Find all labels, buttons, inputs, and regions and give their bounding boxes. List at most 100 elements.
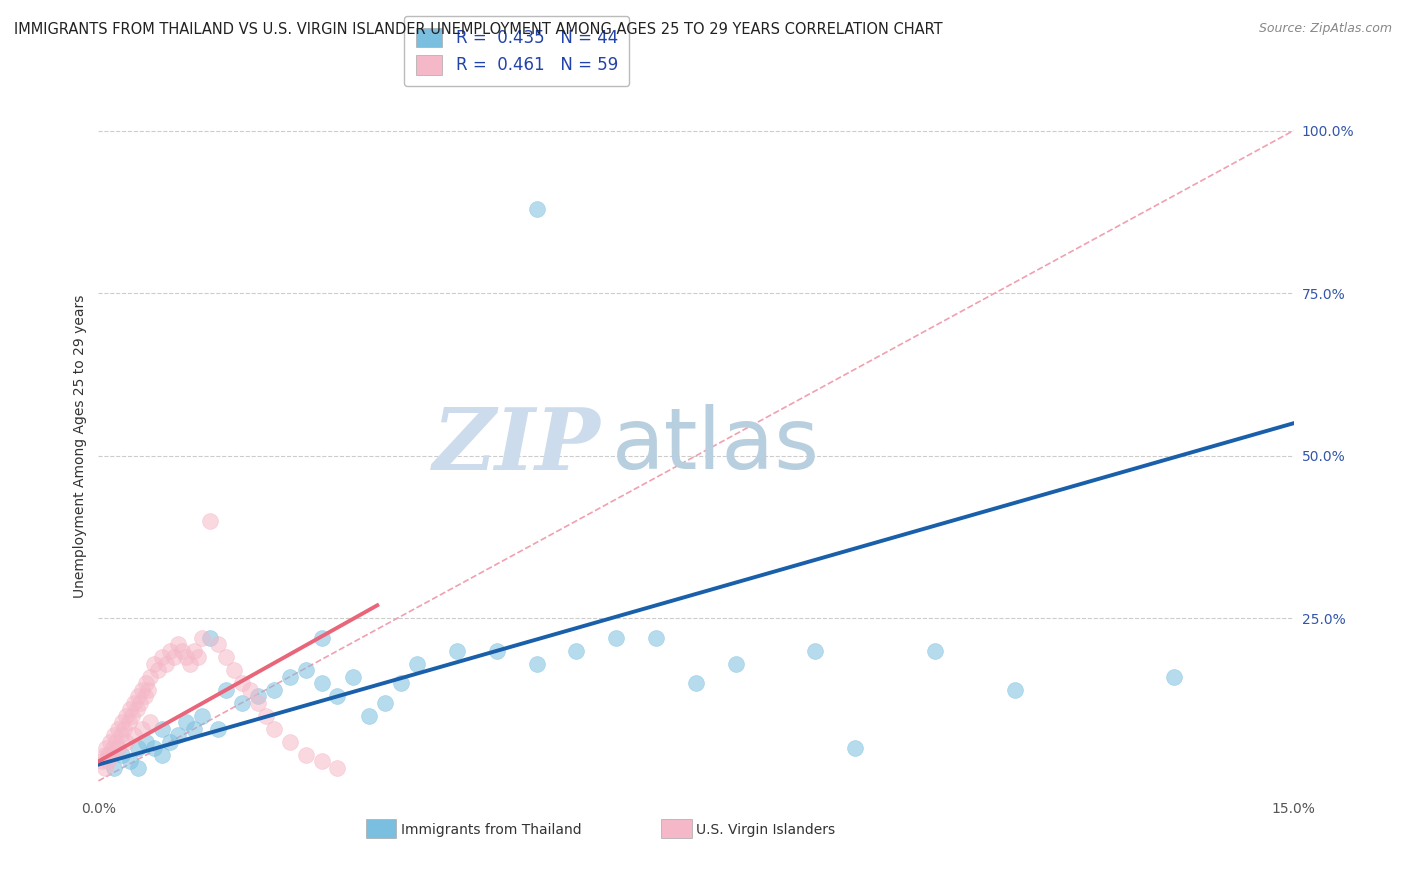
Point <box>118 715 141 730</box>
Point <box>685 676 707 690</box>
Point <box>103 728 125 742</box>
Point <box>94 761 117 775</box>
Point <box>143 657 166 671</box>
Point <box>121 709 143 723</box>
Point <box>159 644 181 658</box>
Point <box>131 682 153 697</box>
Point <box>107 741 129 756</box>
Point <box>207 637 229 651</box>
Text: IMMIGRANTS FROM THAILAND VS U.S. VIRGIN ISLANDER UNEMPLOYMENT AMONG AGES 25 TO 2: IMMIGRANTS FROM THAILAND VS U.S. VIRGIN … <box>14 22 942 37</box>
Point <box>135 735 157 749</box>
Point <box>645 631 668 645</box>
Legend: R =  0.435   N = 44, R =  0.461   N = 59: R = 0.435 N = 44, R = 0.461 N = 59 <box>404 16 630 87</box>
Point <box>526 202 548 216</box>
Point <box>98 735 122 749</box>
Point <box>191 631 214 645</box>
Text: atlas: atlas <box>613 404 820 488</box>
Point <box>159 735 181 749</box>
Point <box>155 657 177 671</box>
Point <box>94 747 117 762</box>
Point <box>139 670 162 684</box>
Text: U.S. Virgin Islanders: U.S. Virgin Islanders <box>696 822 835 837</box>
Point <box>326 690 349 704</box>
Point <box>127 690 149 704</box>
Point <box>565 644 588 658</box>
Point <box>246 696 269 710</box>
Point <box>215 650 238 665</box>
Point <box>389 676 412 690</box>
Point <box>278 670 301 684</box>
Point <box>263 682 285 697</box>
Point <box>183 644 205 658</box>
Point <box>294 747 316 762</box>
Point <box>120 755 142 769</box>
Point <box>135 676 157 690</box>
Point <box>112 722 135 736</box>
Point <box>446 644 468 658</box>
Point <box>163 650 186 665</box>
Point <box>1004 682 1026 697</box>
Point <box>311 631 333 645</box>
Point <box>124 696 146 710</box>
Point <box>124 728 146 742</box>
Text: ZIP: ZIP <box>433 404 600 488</box>
Point <box>187 650 209 665</box>
Point <box>131 722 153 736</box>
Point <box>406 657 429 671</box>
Point <box>231 696 253 710</box>
Point <box>239 682 262 697</box>
Point <box>128 696 150 710</box>
Point <box>107 722 129 736</box>
Point <box>127 741 149 756</box>
Point <box>1163 670 1185 684</box>
Point <box>134 690 156 704</box>
Point <box>111 747 134 762</box>
Point <box>231 676 253 690</box>
Text: Source: ZipAtlas.com: Source: ZipAtlas.com <box>1258 22 1392 36</box>
Point <box>103 761 125 775</box>
Point <box>924 644 946 658</box>
Point <box>120 702 142 716</box>
Point <box>605 631 627 645</box>
Point <box>174 650 197 665</box>
Point <box>179 657 201 671</box>
Point <box>263 722 285 736</box>
Point <box>198 514 221 528</box>
Point <box>183 722 205 736</box>
Point <box>724 657 747 671</box>
Point <box>104 735 127 749</box>
Point <box>97 755 120 769</box>
Point <box>246 690 269 704</box>
Point <box>172 644 194 658</box>
Point <box>278 735 301 749</box>
Y-axis label: Unemployment Among Ages 25 to 29 years: Unemployment Among Ages 25 to 29 years <box>73 294 87 598</box>
Point <box>91 755 114 769</box>
Point <box>111 715 134 730</box>
Point <box>254 709 277 723</box>
Point <box>96 741 118 756</box>
Point <box>174 715 197 730</box>
Point <box>148 663 170 677</box>
Point <box>150 722 173 736</box>
Point <box>374 696 396 710</box>
Point <box>136 682 159 697</box>
Point <box>139 715 162 730</box>
Point <box>167 637 190 651</box>
Text: Immigrants from Thailand: Immigrants from Thailand <box>401 822 581 837</box>
Point <box>359 709 381 723</box>
Point <box>125 702 148 716</box>
Point <box>207 722 229 736</box>
Point <box>115 709 138 723</box>
Point <box>150 747 173 762</box>
Point <box>222 663 245 677</box>
Point <box>198 631 221 645</box>
Point <box>311 755 333 769</box>
Point <box>844 741 866 756</box>
Point <box>101 741 124 756</box>
Point <box>311 676 333 690</box>
Point <box>326 761 349 775</box>
Point <box>115 735 138 749</box>
Point <box>485 644 508 658</box>
Point <box>215 682 238 697</box>
Point <box>110 728 132 742</box>
